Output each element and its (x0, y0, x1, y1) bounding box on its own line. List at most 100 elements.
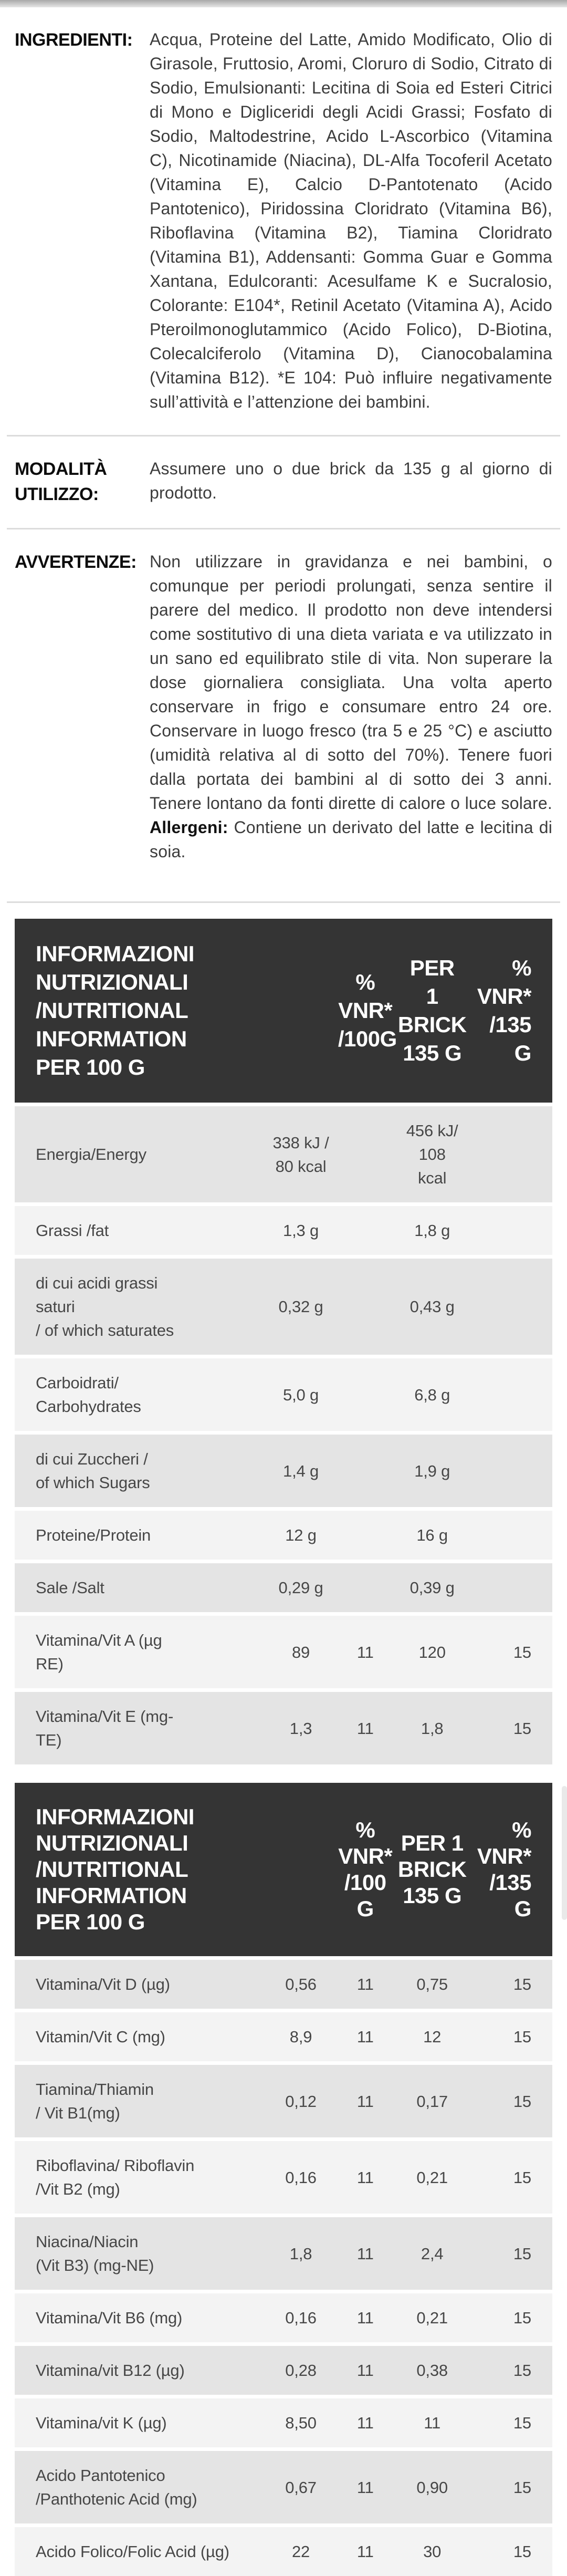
row-label: Proteine/Protein (36, 1526, 151, 1544)
table-row: Riboflavina/ Riboflavin /Vit B2 (mg) 0,16… (15, 2141, 552, 2214)
warnings-label: AVVERTENZE: (15, 552, 136, 572)
row-value-per-brick: 16 g (416, 1526, 448, 1544)
row-value-per-brick: 1,8 g (414, 1221, 450, 1240)
row-label: Acido Folico/Folic Acid (µg) (36, 2542, 229, 2561)
row-label: Vitamina/Vit A (µg RE) (36, 1631, 162, 1673)
row-value-per100g: 0,56 (285, 1975, 317, 1993)
table-header: INFORMAZIONI NUTRIZIONALI /NUTRITIONAL I… (15, 919, 552, 1103)
row-value-vnr-100g: 11 (356, 1975, 374, 1993)
allergens-label: Allergeni: (150, 818, 228, 837)
row-value-vnr-135g: 15 (513, 2244, 531, 2263)
row-value-per-brick: 0,21 (416, 2309, 448, 2327)
row-value-vnr-100g: 11 (356, 2092, 374, 2111)
row-label: Vitamina/Vit E (mg- TE) (36, 1707, 174, 1749)
row-value-per100g: 0,67 (285, 2478, 317, 2497)
row-value-per-brick: 1,8 (421, 1719, 444, 1738)
row-value-per100g: 5,0 g (283, 1385, 319, 1404)
row-value-per100g: 1,3 (289, 1719, 312, 1738)
row-value-per-brick: 6,8 g (414, 1385, 450, 1404)
header-cell-main: INFORMAZIONI NUTRIZIONALI /NUTRITIONAL I… (36, 941, 194, 1079)
row-value-vnr-100g: 11 (356, 2244, 374, 2263)
section-ingredients: INGREDIENTI: Acqua, Proteine del Latte, … (0, 7, 567, 430)
row-value-vnr-135g: 15 (513, 1643, 531, 1661)
row-value-per100g: 22 (291, 2542, 310, 2561)
row-value-per100g: 89 (291, 1643, 310, 1661)
row-value-per-brick: 456 kJ/ 108 kcal (406, 1121, 458, 1187)
row-value-vnr-100g: 11 (356, 2361, 374, 2380)
row-label: Energia/Energy (36, 1145, 146, 1164)
row-value-per-brick: 0,43 g (410, 1297, 455, 1316)
row-value-per-brick: 0,17 (416, 2092, 448, 2111)
row-label: Vitamina/Vit D (µg) (36, 1975, 170, 1993)
row-value-per100g: 8,9 (289, 2028, 312, 2046)
row-value-per100g: 1,8 (289, 2244, 312, 2263)
row-value-vnr-135g: 15 (513, 2478, 531, 2497)
row-value-vnr-135g: 15 (513, 2092, 531, 2111)
table-row: Tiamina/Thiamin / Vit B1(mg) 0,12 11 0,17 15 (15, 2065, 552, 2137)
row-value-vnr-135g: 15 (513, 2168, 531, 2187)
row-label: Acido Pantotenico /Panthotenic Acid (mg) (36, 2466, 197, 2508)
table-row: Niacina/Niacin (Vit B3) (mg-NE) 1,8 11 2,4 1… (15, 2217, 552, 2290)
row-label: Sale /Salt (36, 1578, 104, 1597)
table-row: di cui Zuccheri / of which Sugars 1,4 g 1,… (15, 1435, 552, 1507)
table-row: Vitamina/vit K (µg) 8,50 11 11 15 (15, 2398, 552, 2447)
row-value-per100g: 0,32 g (278, 1297, 323, 1316)
row-value-vnr-100g: 11 (356, 2309, 374, 2327)
row-value-per-brick: 0,39 g (410, 1578, 455, 1597)
row-value-vnr-135g: 15 (513, 1975, 531, 1993)
ingredients-text: Acqua, Proteine del Latte, Amido Modific… (150, 30, 552, 411)
row-value-vnr-100g: 11 (356, 2168, 374, 2187)
row-value-per100g: 0,12 (285, 2092, 317, 2111)
row-label: Carboidrati/ Carbohydrates (36, 1374, 141, 1416)
scrollbar-thumb[interactable] (562, 1786, 567, 1920)
row-value-vnr-135g: 15 (513, 2028, 531, 2046)
row-value-vnr-100g: 11 (356, 1643, 374, 1661)
table-row: Vitamina/Vit E (mg- TE) 1,3 11 1,8 15 (15, 1692, 552, 1764)
table-row: Acido Pantotenico /Panthotenic Acid (mg)… (15, 2451, 552, 2523)
row-value-per-brick: 2,4 (421, 2244, 444, 2263)
row-label: Grassi /fat (36, 1221, 109, 1240)
warnings-body: Non utilizzare in gravidanza e nei bambi… (150, 552, 552, 813)
row-value-vnr-135g: 15 (513, 1719, 531, 1738)
warnings-text: Non utilizzare in gravidanza e nei bambi… (150, 549, 552, 864)
section-divider (7, 901, 560, 903)
table-row: Proteine/Protein 12 g 16 g (15, 1511, 552, 1560)
table-row: di cui acidi grassi saturi / of which sa… (15, 1259, 552, 1355)
row-label: di cui Zuccheri / of which Sugars (36, 1450, 150, 1492)
section-usage: MODALITÀ UTILIZZO: Assumere uno o due br… (0, 437, 567, 523)
row-value-vnr-135g: 15 (513, 2542, 531, 2561)
table-row: Vitamina/vit B12 (µg) 0,28 11 0,38 15 (15, 2346, 552, 2395)
row-value-vnr-135g: 15 (513, 2361, 531, 2380)
section-divider (7, 528, 560, 529)
row-value-vnr-135g: 15 (513, 2414, 531, 2432)
row-value-per100g: 0,16 (285, 2309, 317, 2327)
row-value-per-brick: 0,38 (416, 2361, 448, 2380)
row-label: Vitamina/Vit B6 (mg) (36, 2309, 183, 2327)
row-value-per-brick: 30 (423, 2542, 442, 2561)
row-value-vnr-100g: 11 (356, 2414, 374, 2432)
row-value-per100g: 1,4 g (283, 1461, 319, 1480)
row-label: Niacina/Niacin (Vit B3) (mg-NE) (36, 2232, 154, 2274)
table-row: Vitamina/Vit D (µg) 0,56 11 0,75 15 (15, 1960, 552, 2009)
section-warnings: AVVERTENZE: Non utilizzare in gravidanza… (0, 529, 567, 879)
ingredients-label: INGREDIENTI: (15, 30, 133, 50)
row-value-vnr-100g: 11 (356, 2478, 374, 2497)
table-row: Sale /Salt 0,29 g 0,39 g (15, 1563, 552, 1612)
usage-label: MODALITÀ UTILIZZO: (15, 459, 107, 504)
row-value-per100g: 0,16 (285, 2168, 317, 2187)
table-row: Vitamina/Vit B6 (mg) 0,16 11 0,21 15 (15, 2293, 552, 2342)
row-value-per100g: 8,50 (285, 2414, 317, 2432)
row-label: Tiamina/Thiamin / Vit B1(mg) (36, 2080, 154, 2122)
nutrition-table-macros: INFORMAZIONI NUTRIZIONALI /NUTRITIONAL I… (15, 919, 552, 1764)
row-value-per-brick: 0,75 (416, 1975, 448, 1993)
row-value-per100g: 0,28 (285, 2361, 317, 2380)
row-value-per-brick: 0,90 (416, 2478, 448, 2497)
row-value-vnr-100g: 11 (356, 1719, 374, 1738)
row-value-per100g: 1,3 g (283, 1221, 319, 1240)
header-cell-vnr135: % VNR* /135 G (477, 955, 532, 1065)
table-row: Carboidrati/ Carbohydrates 5,0 g 6,8 g (15, 1358, 552, 1431)
allergens-text: Contiene un derivato del latte e lecitin… (150, 818, 552, 861)
table-row: Acido Folico/Folic Acid (µg) 22 11 30 15 (15, 2527, 552, 2576)
header-cell-brick: PER 1 BRICK 135 G (397, 955, 467, 1065)
row-label: Vitamin/Vit C (mg) (36, 2028, 165, 2046)
